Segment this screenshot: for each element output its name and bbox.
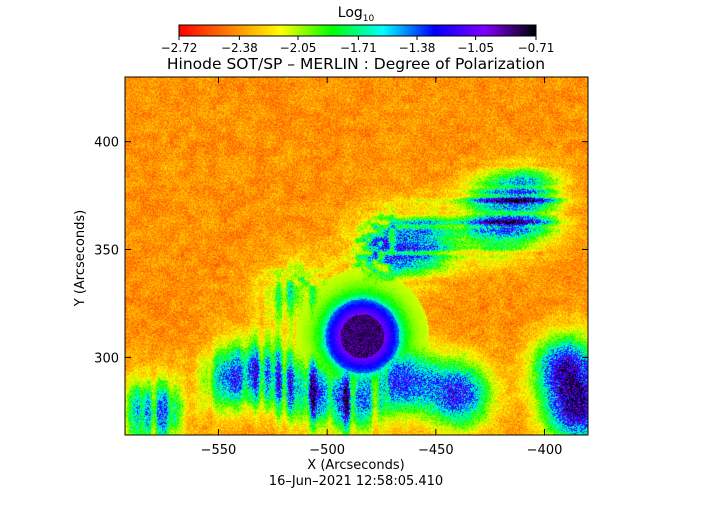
timestamp-footer: 16–Jun–2021 12:58:05.410 <box>269 474 443 489</box>
colorbar-tick-label: −2.38 <box>221 41 258 55</box>
y-axis-ticks: 300 350 400 <box>94 136 588 366</box>
x-tick-label: −400 <box>527 443 563 458</box>
chart-title: Hinode SOT/SP – MERLIN : Degree of Polar… <box>167 55 545 73</box>
colorbar-label-sub: 10 <box>363 14 375 24</box>
colorbar-tick-label: −1.71 <box>340 41 377 55</box>
heatmap-image <box>125 77 588 435</box>
y-axis-label: Y (Arcseconds) <box>73 210 88 307</box>
colorbar-tick-label: −0.71 <box>518 41 555 55</box>
colorbar-label: Log10 <box>338 5 375 24</box>
x-tick-label: −550 <box>201 443 237 458</box>
plot-frame <box>124 76 589 436</box>
y-tick-label: 300 <box>94 351 119 366</box>
x-tick-label: −500 <box>309 443 345 458</box>
y-tick-label: 400 <box>94 136 119 151</box>
heatmap-container <box>125 77 588 435</box>
colorbar-tick-label: −2.72 <box>161 41 198 55</box>
x-tick-label: −450 <box>418 443 454 458</box>
colorbar-ticks: −2.72 −2.38 −2.05 −1.71 −1.38 −1.05 −0.71 <box>161 36 555 55</box>
colorbar-tick-label: −2.05 <box>280 41 317 55</box>
colorbar-label-base: Log <box>338 5 363 21</box>
colorbar: Log10 −2.72 −2.38 −2.05 −1.71 −1.38 −1.05 −0.7… <box>161 5 555 55</box>
y-tick-label: 350 <box>94 244 119 259</box>
colorbar-tick-label: −1.05 <box>457 41 494 55</box>
x-axis-ticks: −550 −500 −450 −400 <box>201 77 563 458</box>
colorbar-gradient <box>178 24 537 37</box>
plot-area: −550 −500 −450 −400 300 350 400 <box>94 76 589 458</box>
colorbar-tick-label: −1.38 <box>399 41 436 55</box>
x-axis-label: X (Arcseconds) <box>307 458 404 473</box>
